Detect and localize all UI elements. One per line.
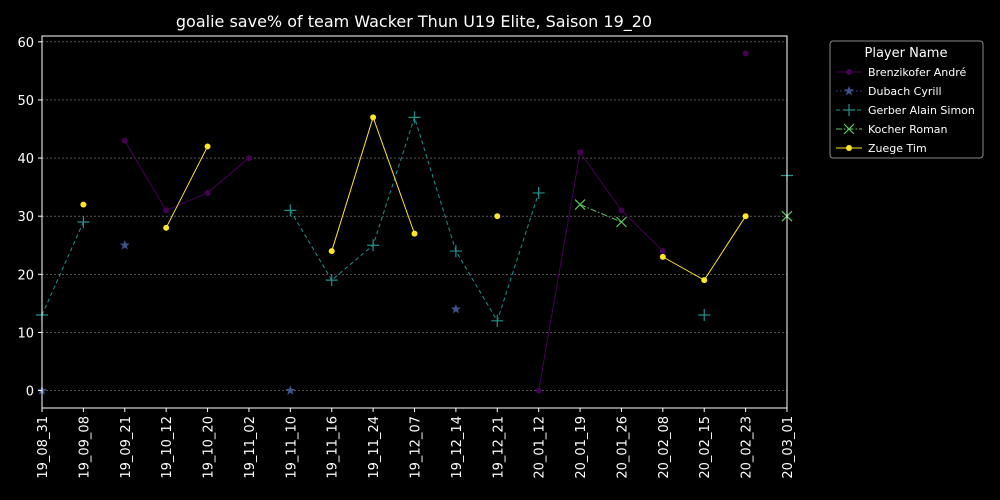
data-point [535, 387, 542, 394]
legend-label: Gerber Alain Simon [868, 104, 975, 117]
data-point [532, 186, 545, 199]
data-point [574, 199, 586, 210]
data-point [577, 149, 584, 156]
series-line [124, 140, 250, 212]
y-tick-label: 20 [17, 268, 34, 283]
axis-layer: 0 10 20 30 40 50 60 19_08_31 19_09_08 19_09_21 19_… [17, 36, 796, 479]
legend-box [829, 40, 984, 159]
y-tick-label: 40 [17, 152, 34, 167]
data-point [163, 224, 170, 231]
data-point [618, 207, 625, 214]
x-tick-label: 19_09_08 [77, 416, 92, 479]
series-line [331, 115, 415, 252]
legend-marker [843, 123, 855, 135]
x-tick-label: 19_10_12 [160, 416, 175, 479]
data-point [284, 204, 297, 217]
series-line [289, 115, 540, 323]
data-point [285, 385, 296, 395]
x-tick-label: 19_11_02 [243, 416, 258, 479]
data-point [701, 277, 708, 284]
legend-label: Zuege Tim [868, 142, 927, 155]
x-tick-label: 19_10_20 [202, 416, 217, 479]
x-tick-label: 20_01_19 [574, 416, 589, 479]
y-tick-label: 10 [17, 326, 34, 341]
x-tick-label: 20_02_23 [740, 416, 755, 479]
legend-label: Brenzikofer André [868, 66, 967, 79]
x-tick-label: 19_11_24 [367, 416, 382, 479]
x-tick-label: 19_11_10 [284, 416, 299, 479]
x-tick-label: 20_02_08 [657, 416, 672, 479]
series-1 [37, 240, 461, 395]
y-tick-label: 30 [17, 210, 34, 225]
x-tick-label: 19_12_07 [409, 416, 424, 479]
data-point [408, 111, 421, 124]
series-2 [36, 111, 793, 327]
legend-marker [846, 69, 852, 75]
legend-label: Dubach Cyrill [868, 85, 942, 98]
legend-entry: Brenzikofer André [836, 66, 967, 79]
series-line [165, 146, 209, 229]
data-point [80, 201, 87, 208]
data-point [659, 248, 666, 255]
series-line [538, 150, 664, 391]
legend-entry: Zuege Tim [836, 142, 927, 155]
legend-entry: Kocher Roman [836, 123, 948, 136]
data-point [328, 248, 335, 255]
x-tick-label: 19_12_21 [491, 416, 506, 479]
data-point [491, 314, 504, 327]
data-point [411, 230, 418, 237]
plot-frame [41, 35, 788, 409]
legend-entries: Brenzikofer André Dubach Cyrill Gerber Ala… [836, 66, 975, 155]
grid-layer [42, 41, 787, 391]
data-point [204, 143, 211, 150]
x-tick-label: 20_01_26 [615, 416, 630, 479]
series-3 [574, 199, 793, 228]
data-point [325, 274, 338, 287]
data-point [659, 253, 666, 260]
data-point [698, 309, 711, 321]
x-tick-label: 19_09_21 [119, 416, 134, 479]
data-point [370, 114, 377, 121]
legend: Player Name Brenzikofer André Dubach Cyri… [829, 40, 984, 159]
data-point [121, 137, 128, 144]
chart-title: goalie save% of team Wacker Thun U19 Eli… [176, 12, 652, 32]
data-point [742, 213, 749, 220]
y-tick-label: 60 [17, 36, 34, 51]
series-line [579, 204, 622, 223]
legend-marker [843, 104, 855, 116]
legend-label: Kocher Roman [868, 123, 948, 136]
legend-marker [846, 145, 852, 151]
legend-marker [844, 85, 854, 96]
x-tick-label: 20_02_15 [698, 416, 713, 479]
data-point [742, 50, 749, 57]
x-tick-label: 20_01_12 [533, 416, 548, 479]
series-line [662, 215, 747, 281]
series-4 [80, 114, 749, 284]
data-point [245, 155, 252, 162]
data-point [494, 213, 501, 220]
legend-entry: Gerber Alain Simon [836, 104, 975, 117]
series-line [41, 221, 84, 316]
series-0 [121, 50, 749, 394]
data-point [119, 240, 130, 250]
series-layer [36, 50, 793, 395]
data-point [616, 216, 627, 228]
legend-title: Player Name [865, 46, 948, 61]
x-tick-label: 19_08_31 [36, 416, 51, 479]
x-tick-label: 20_03_01 [781, 416, 796, 479]
data-point [163, 207, 170, 214]
x-tick-label: 19_12_14 [450, 416, 465, 479]
x-tick-label: 19_11_16 [326, 416, 341, 479]
data-point [450, 303, 461, 314]
data-point [367, 239, 380, 252]
y-tick-label: 50 [17, 94, 34, 109]
legend-entry: Dubach Cyrill [836, 85, 942, 98]
y-tick-label: 0 [26, 385, 34, 400]
data-point [77, 216, 90, 228]
data-point [204, 189, 211, 196]
data-point [449, 245, 462, 258]
